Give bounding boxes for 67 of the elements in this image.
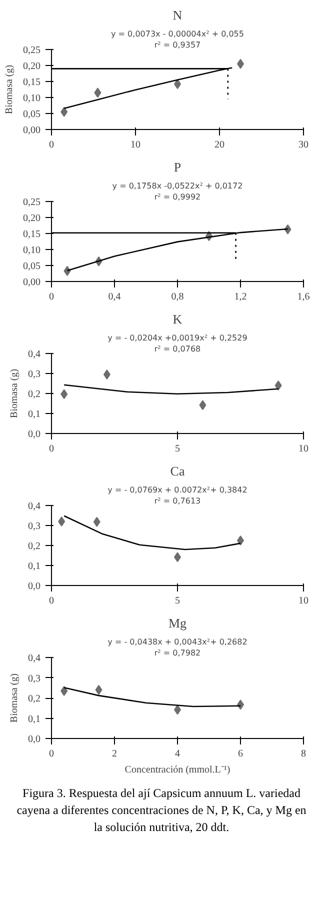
x-tick-label: 10 — [298, 596, 308, 606]
text: y = 0,1758x -0,0522x² + 0,0172 — [112, 182, 243, 190]
y-tick-label: 0,20 — [23, 61, 40, 72]
y-tick-label: 0,0 — [28, 429, 40, 440]
text: Figura 3. Respuesta del ají Capsicum annuum L. variedad cayena a diferentes concentraciones de N, P, K, Ca, y Mg en la solución nutritiva, 20 ddt. — [16, 785, 308, 836]
x-axis-title: Concentración (mmol.L⁻¹) — [124, 764, 230, 776]
annotation: r² = 0,9992 — [154, 192, 201, 202]
y-axis-title: Biomasa (g) — [4, 64, 15, 114]
y-tick-label: 0,1 — [28, 409, 40, 420]
x-tick-label: 0,8 — [171, 292, 184, 302]
x-tick-label: 0,4 — [108, 292, 121, 302]
y-tick-label: 0,1 — [28, 561, 40, 572]
y-tick-label: 0,2 — [28, 694, 40, 704]
x-tick-label: 1,6 — [297, 292, 310, 302]
x-tick-label: 0 — [49, 596, 54, 606]
y-tick-label: 0,10 — [23, 245, 40, 256]
y-axis-title: Biomasa (g) — [9, 673, 20, 723]
x-tick-label: 0 — [49, 748, 54, 760]
text: y = - 0,0204x +0,0019x² + 0,2529 — [108, 334, 248, 342]
y-tick-label: 0,05 — [23, 109, 40, 120]
y-tick-label: 0,20 — [23, 213, 40, 224]
y-tick-label: 0,25 — [23, 197, 40, 208]
y-tick-label: 0,15 — [23, 229, 40, 240]
y-axis-title: Biomasa (g) — [9, 368, 20, 418]
y-tick-label: 0,4 — [28, 653, 40, 664]
y-tick-label: 0,00 — [23, 277, 40, 288]
annotation: r² = 0,9357 — [154, 40, 201, 50]
chart-title: Ca — [170, 464, 185, 478]
y-tick-label: 0,3 — [28, 673, 40, 684]
x-tick-label: 1,2 — [234, 292, 247, 302]
annotation: r² = 0,0768 — [154, 344, 201, 354]
x-tick-label: 10 — [298, 444, 308, 454]
chart-title: P — [174, 160, 182, 174]
y-tick-label: 0,4 — [28, 501, 40, 512]
y-tick-label: 0,0 — [28, 581, 40, 592]
chart-title: Mg — [168, 616, 188, 630]
y-tick-label: 0,0 — [28, 734, 40, 745]
text: y = - 0,0438x + 0,0043x²+ 0,2682 — [108, 638, 248, 646]
x-tick-label: 0 — [49, 140, 54, 150]
y-tick-label: 0,1 — [28, 714, 40, 725]
annotation: r² = 0,7982 — [154, 648, 201, 658]
x-tick-label: 0 — [49, 444, 54, 454]
y-tick-label: 0,4 — [28, 349, 40, 360]
chart-title: K — [172, 312, 183, 326]
y-tick-label: 0,10 — [23, 93, 40, 104]
y-tick-label: 0,15 — [23, 77, 40, 88]
y-tick-label: 0,2 — [28, 389, 40, 400]
x-tick-label: 8 — [301, 748, 306, 760]
annotation: r² = 0,7613 — [154, 496, 201, 506]
x-tick-label: 5 — [175, 444, 180, 454]
x-tick-label: 5 — [175, 596, 180, 606]
x-tick-label: 2 — [112, 748, 117, 760]
y-tick-label: 0,25 — [23, 45, 40, 56]
y-tick-label: 0,05 — [23, 261, 40, 272]
y-tick-label: 0,3 — [28, 369, 40, 380]
x-tick-label: 10 — [130, 140, 140, 150]
y-tick-label: 0,2 — [28, 541, 40, 552]
text: y = 0,0073x - 0,00004x² + 0,055 — [111, 30, 244, 38]
x-tick-label: 4 — [175, 748, 180, 760]
x-tick-label: 0 — [49, 292, 54, 302]
chart-title: N — [172, 8, 183, 22]
y-tick-label: 0,00 — [23, 125, 40, 136]
y-tick-label: 0,3 — [28, 521, 40, 532]
x-tick-label: 20 — [214, 140, 224, 150]
x-tick-label: 30 — [298, 140, 308, 150]
text: y = - 0,0769x + 0.0072x²+ 0,3842 — [108, 486, 248, 494]
x-tick-label: 6 — [238, 748, 243, 760]
